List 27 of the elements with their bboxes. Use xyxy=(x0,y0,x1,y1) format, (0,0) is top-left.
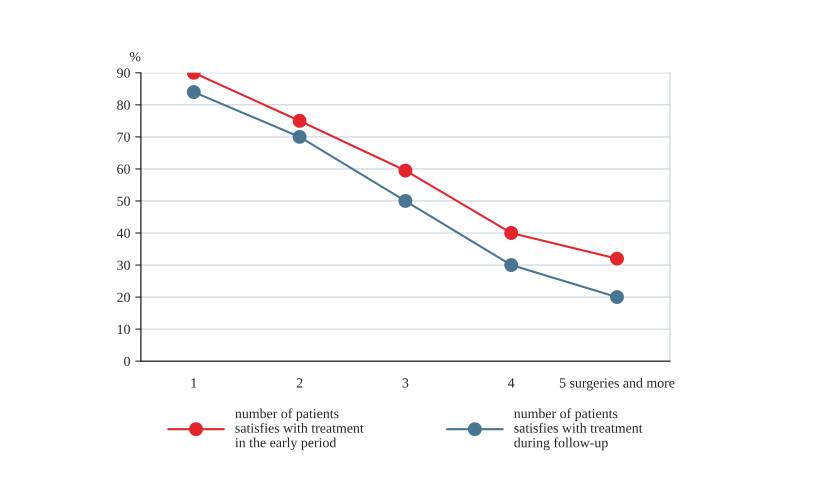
y-tick-label: 60 xyxy=(117,164,130,174)
y-tick-label: 40 xyxy=(116,228,130,238)
y-tick-label: 10 xyxy=(118,324,130,334)
point xyxy=(610,290,624,304)
point xyxy=(292,130,307,144)
point xyxy=(398,164,412,178)
point xyxy=(186,85,201,99)
point xyxy=(610,252,624,266)
legend-label: number of patients satisfies with treatment during follow-up xyxy=(514,408,642,450)
y-tick-label: 80 xyxy=(117,100,130,110)
x-tick-label: 2 xyxy=(296,378,302,388)
y-tick-label: 70 xyxy=(118,132,130,142)
x-tick-label: 4 xyxy=(508,378,514,388)
legend-label: number of patients satisfies with treatment in the early period xyxy=(235,408,364,450)
y-tick-label: 0 xyxy=(124,356,130,366)
y-tick-label: 20 xyxy=(117,292,130,302)
x-tick-label: 3 xyxy=(402,378,408,388)
x-tick-label: 5 surgeries and more xyxy=(560,378,674,390)
point xyxy=(292,114,307,128)
x-tick-label: 1 xyxy=(192,378,196,388)
y-tick-label: 30 xyxy=(117,260,130,270)
y-tick-label: 90 xyxy=(117,68,130,78)
point xyxy=(398,194,412,208)
point xyxy=(504,258,518,272)
y-axis-title: % xyxy=(130,52,140,62)
y-tick-label: 50 xyxy=(117,196,130,206)
point xyxy=(504,226,518,240)
